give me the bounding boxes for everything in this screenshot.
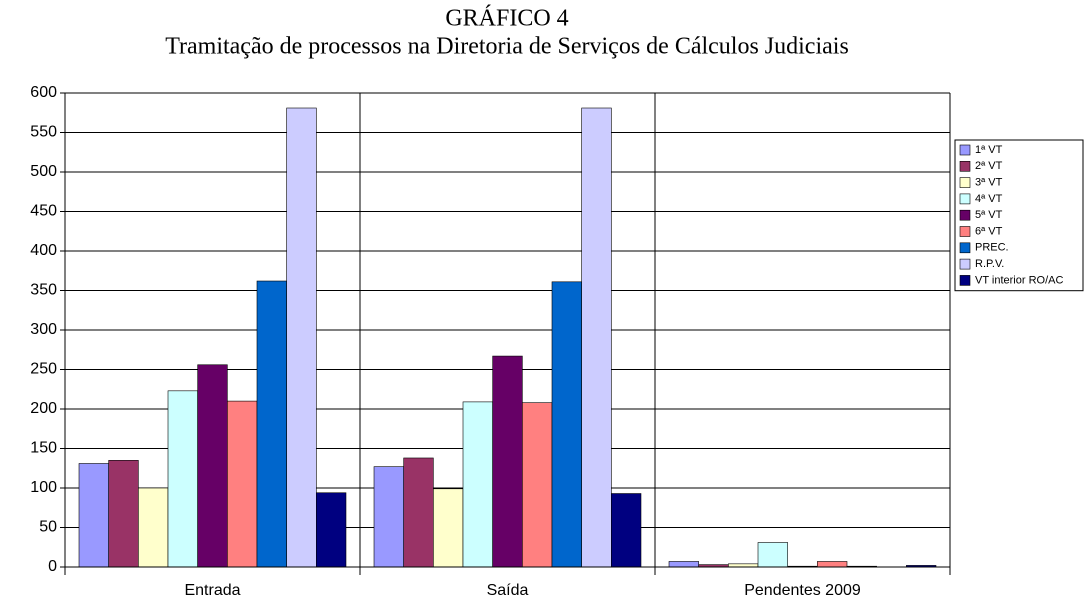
bar [611,493,642,568]
bar [167,390,198,568]
x-tick-label: Saída [487,582,529,599]
bar [108,460,139,568]
legend-label: PREC. [975,242,1009,254]
y-tick-label: 550 [30,124,57,141]
x-tick-label: Entrada [184,582,240,599]
y-tick-label: 250 [30,361,57,378]
legend-swatch [959,144,971,156]
legend-label: 4ª VT [975,193,1003,205]
bar [668,561,699,568]
legend-label: R.P.V. [975,258,1004,270]
legend-swatch [959,226,971,237]
y-tick-label: 150 [30,440,57,457]
bar [757,542,788,568]
y-tick-label: 300 [30,321,57,338]
legend-swatch [959,193,971,205]
legend-label: 2ª VT [975,160,1003,172]
bar [817,561,848,568]
legend-swatch [959,275,971,286]
y-tick-label: 100 [30,479,57,496]
bar [462,401,493,568]
bar [522,402,553,568]
legend-swatch [959,258,971,270]
legend-label: 3ª VT [975,177,1003,189]
bar [286,107,317,568]
legend-label: 6ª VT [975,225,1003,237]
y-tick-label: 600 [30,84,57,101]
legend-label: 1ª VT [975,144,1003,156]
bar [403,457,434,568]
bar [373,466,404,568]
y-tick-label: 0 [48,558,57,575]
chart-subtitle: Tramitação de processos na Diretoria de … [165,34,849,60]
bar [551,281,582,568]
y-tick-label: 500 [30,163,57,180]
y-tick-label: 450 [30,203,57,220]
legend-label: VT interior RO/AC [975,274,1063,286]
bar [581,107,612,568]
y-tick-label: 200 [30,400,57,417]
bar [197,364,228,568]
legend-swatch [959,161,971,172]
y-tick-label: 350 [30,282,57,299]
bar [256,280,287,568]
legend-swatch [959,209,971,221]
y-tick-label: 400 [30,242,57,259]
bar [138,487,169,568]
bar [227,400,258,568]
bar [492,355,523,568]
bar [316,492,347,568]
x-tick-label: Pendentes 2009 [744,582,861,599]
legend-box [954,139,1084,292]
legend-swatch [959,177,971,188]
legend-swatch [959,242,971,254]
y-tick-label: 50 [39,519,57,536]
chart-title: GRÁFICO 4 [445,6,568,32]
legend-label: 5ª VT [975,209,1003,221]
bar [78,463,109,568]
bar [433,488,464,568]
